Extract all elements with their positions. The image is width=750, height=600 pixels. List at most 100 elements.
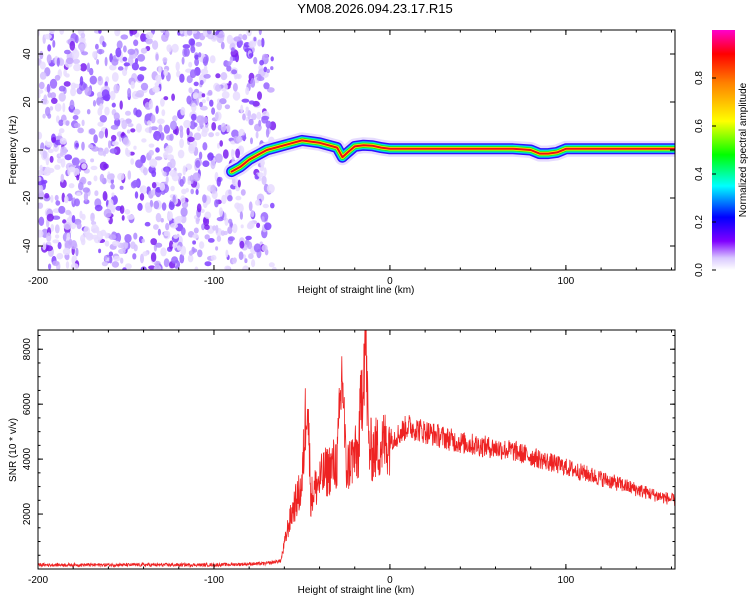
noise-speck: [256, 76, 265, 82]
noise-speck: [215, 132, 220, 137]
noise-speck: [200, 68, 209, 75]
noise-speck: [81, 119, 85, 127]
noise-speck: [49, 155, 54, 163]
noise-speck: [121, 242, 127, 251]
noise-speck: [165, 222, 170, 231]
noise-speck: [210, 184, 216, 194]
noise-speck: [235, 73, 242, 80]
noise-speck: [58, 85, 66, 92]
noise-speck: [270, 66, 274, 71]
noise-speck: [137, 202, 143, 211]
noise-speck: [202, 194, 207, 204]
chart-title: YM08.2026.094.23.17.R15: [297, 1, 453, 16]
noise-speck: [231, 129, 239, 138]
noise-speck: [157, 118, 165, 125]
noise-speck: [224, 104, 231, 110]
noise-speck: [237, 179, 241, 188]
noise-speck: [164, 30, 170, 39]
noise-speck: [207, 238, 215, 243]
noise-speck: [38, 81, 45, 90]
noise-speck: [99, 115, 108, 123]
noise-speck: [166, 44, 172, 53]
noise-speck: [177, 149, 185, 159]
noise-speck: [265, 128, 270, 138]
noise-speck: [153, 224, 159, 230]
noise-speck: [191, 113, 197, 121]
noise-speck: [131, 179, 140, 188]
noise-speck: [140, 253, 144, 264]
noise-speck: [261, 216, 265, 223]
noise-speck: [261, 244, 268, 252]
noise-speck: [145, 32, 154, 39]
noise-speck: [77, 127, 84, 134]
noise-speck: [60, 173, 65, 183]
noise-speck: [150, 114, 156, 124]
noise-speck: [222, 149, 229, 159]
noise-speck: [58, 92, 66, 102]
noise-speck: [173, 234, 179, 239]
noise-speck: [192, 248, 198, 253]
noise-speck: [43, 169, 51, 176]
noise-speck: [92, 100, 97, 107]
noise-speck: [256, 222, 261, 228]
noise-speck: [160, 247, 167, 257]
noise-speck: [228, 189, 232, 195]
noise-speck: [207, 30, 212, 35]
noise-speck: [163, 69, 169, 77]
noise-speck: [152, 40, 159, 50]
track-core: [230, 139, 675, 173]
noise-speck: [209, 55, 216, 64]
noise-speck: [110, 124, 119, 130]
noise-speck: [126, 129, 131, 134]
noise-speck: [122, 56, 128, 62]
noise-speck: [97, 121, 104, 127]
noise-speck: [257, 39, 262, 47]
noise-speck: [38, 202, 44, 209]
noise-speck: [159, 182, 166, 191]
noise-speck: [50, 92, 57, 99]
noise-speck: [200, 208, 205, 213]
noise-speck: [96, 48, 105, 55]
noise-speck: [155, 242, 163, 248]
colorbar-ticks: 0.0 0.2 0.4 0.6 0.8: [694, 71, 716, 277]
noise-speck: [253, 56, 258, 65]
noise-speck: [113, 112, 120, 121]
noise-speck: [261, 37, 265, 48]
noise-speck: [182, 44, 191, 49]
noise-speck: [141, 238, 145, 243]
noise-speck: [111, 261, 120, 268]
noise-speck: [179, 30, 184, 35]
noise-speck: [69, 99, 75, 110]
noise-speck: [139, 193, 145, 201]
noise-speck: [232, 82, 238, 92]
noise-speck: [111, 72, 119, 82]
noise-speck: [216, 235, 222, 242]
noise-speck: [180, 245, 187, 256]
noise-speck: [134, 191, 139, 199]
spectrogram-y-label: Frequency (Hz): [8, 116, 19, 185]
noise-speck: [215, 112, 219, 120]
noise-speck: [101, 89, 110, 99]
noise-speck: [186, 95, 192, 105]
snr-frame: [37, 329, 676, 570]
noise-speck: [207, 152, 214, 161]
noise-speck: [42, 150, 48, 159]
noise-speck: [72, 58, 81, 64]
noise-speck: [203, 216, 210, 227]
noise-speck: [163, 124, 170, 134]
noise-speck: [195, 189, 199, 195]
noise-speck: [87, 181, 92, 186]
noise-speck: [209, 99, 214, 107]
noise-speck: [190, 188, 194, 195]
noise-speck: [38, 93, 41, 99]
noise-speck: [181, 56, 185, 65]
noise-speck: [170, 222, 178, 229]
noise-speck: [80, 32, 86, 39]
noise-speck: [226, 34, 234, 45]
noise-speck: [211, 107, 216, 115]
noise-speck: [145, 38, 153, 45]
noise-speck: [221, 194, 227, 205]
noise-speck: [161, 109, 166, 117]
noise-speck: [112, 141, 119, 146]
noise-speck: [130, 241, 136, 249]
